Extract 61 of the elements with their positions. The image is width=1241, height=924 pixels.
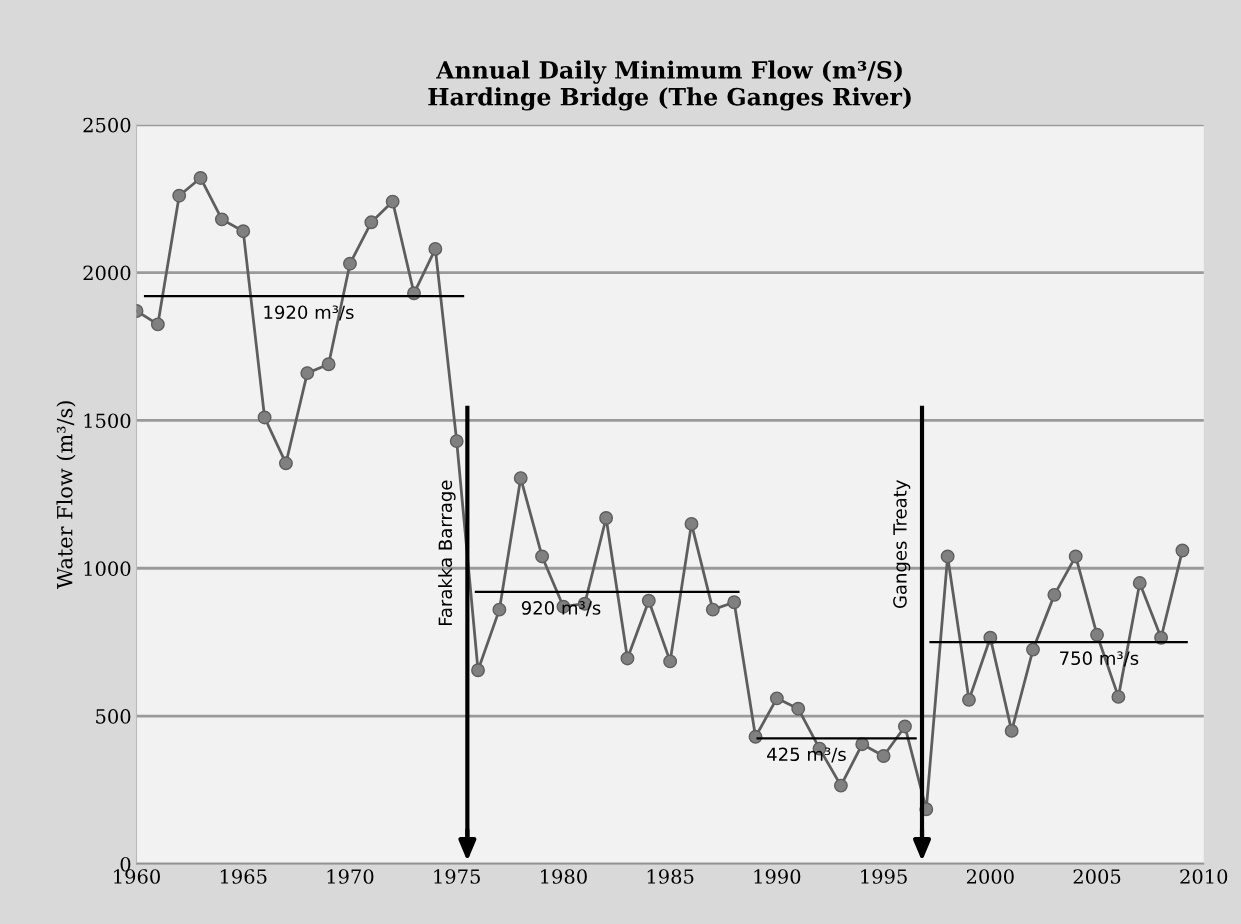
point [1004, 723, 1019, 738]
point [897, 719, 912, 734]
point [1090, 627, 1104, 642]
point [236, 224, 251, 239]
point [791, 701, 806, 716]
point [962, 692, 976, 707]
x-tick-label: 2000 [966, 869, 1014, 884]
point [940, 549, 955, 564]
point [364, 215, 379, 230]
y-tick-label: 2500 [83, 117, 131, 133]
point [663, 654, 678, 669]
x-tick-label: 1965 [220, 869, 267, 884]
y-axis-title: Water Flow (m³/s) [56, 401, 76, 589]
point [727, 595, 742, 610]
ref-line-label: Ganges Treaty [893, 480, 911, 609]
point [876, 749, 891, 763]
y-tick-label: 1500 [84, 413, 131, 429]
point [1026, 642, 1040, 657]
point [855, 737, 870, 752]
x-tick-label: 2010 [1180, 869, 1228, 884]
point [641, 593, 656, 608]
point [1047, 587, 1062, 602]
point [748, 729, 763, 744]
point [321, 357, 336, 372]
point [833, 778, 848, 793]
point [257, 410, 272, 425]
point [278, 456, 293, 471]
point [599, 511, 614, 525]
point [535, 549, 550, 564]
point [769, 691, 784, 706]
point [300, 366, 315, 381]
point [620, 651, 635, 666]
x-tick-label: 2005 [1073, 869, 1121, 884]
point [1175, 543, 1190, 558]
point [1068, 549, 1083, 564]
x-tick-label: 1995 [861, 869, 907, 884]
x-tick-label: 1980 [541, 869, 587, 884]
point [385, 194, 400, 209]
point [172, 188, 187, 203]
ref-line-label: Farakka Barrage [438, 480, 456, 626]
x-tick-label: 1975 [434, 869, 480, 884]
point [150, 317, 165, 332]
x-tick-label: 1985 [647, 869, 694, 884]
y-tick-label: 2000 [83, 265, 131, 281]
y-tick-label: 1000 [84, 561, 131, 576]
y-tick-label: 500 [96, 709, 131, 724]
point [492, 602, 507, 617]
chart-title: Annual Daily Minimum Flow (m³/S) Hardinge Bridge (The Ganges River) [428, 60, 911, 111]
point [428, 241, 443, 256]
point [1111, 689, 1126, 704]
point [343, 256, 357, 271]
point [684, 516, 699, 531]
x-tick-label: 1990 [754, 869, 801, 884]
point [193, 171, 208, 185]
point [214, 212, 229, 227]
x-tick-label: 1970 [327, 869, 374, 884]
point [471, 663, 485, 678]
point [705, 602, 720, 617]
point [449, 434, 464, 449]
point [1132, 576, 1147, 590]
point [513, 471, 528, 486]
